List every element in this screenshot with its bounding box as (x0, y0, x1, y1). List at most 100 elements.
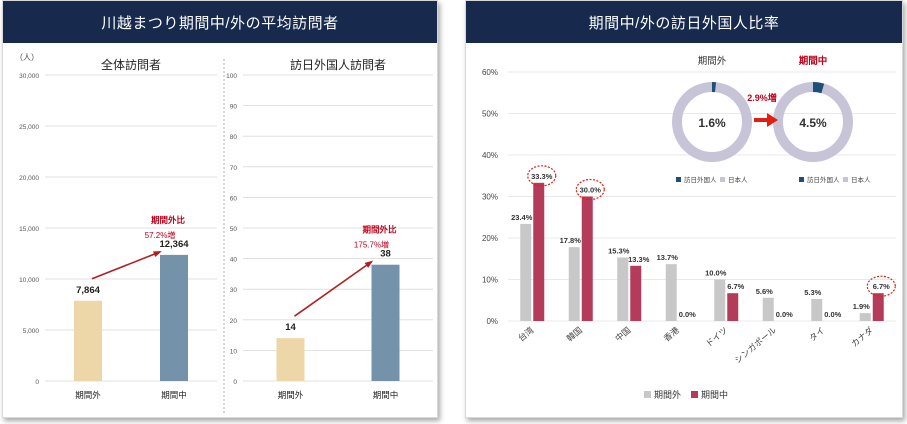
panel-title: 期間中/外の訪日外国人比率 (466, 1, 902, 43)
y-tick-label: 100 (226, 73, 237, 80)
panel-title: 川越まつり期間中/外の平均訪問者 (3, 1, 437, 43)
y-tick-label: 80 (230, 134, 238, 141)
x-tick-label: シンガポール (733, 325, 779, 366)
increase-annotation-label: 期間外比 (362, 225, 397, 235)
bar (872, 293, 884, 321)
bar-value-label: 0.0% (824, 310, 841, 319)
y-tick-label: 60 (230, 195, 238, 202)
donut-segment (812, 82, 825, 94)
bar (520, 223, 532, 321)
x-tick-label: 中国 (613, 325, 632, 344)
bar-value-label: 14 (285, 322, 296, 333)
average-visitors-panel: 川越まつり期間中/外の平均訪問者 （人） 全体訪問者 0 5,000 10,000 15,… (2, 0, 438, 418)
bar (371, 264, 400, 381)
x-tick-label: カナダ (849, 325, 875, 349)
y-tick-label: 40 (230, 257, 238, 264)
donut-arrow-head (767, 113, 778, 127)
bar (74, 300, 102, 381)
bar-value-label: 13.3% (628, 255, 650, 264)
chart-title: 全体訪問者 (101, 57, 161, 72)
bar (859, 313, 871, 321)
bar-value-label: 12,364 (159, 239, 189, 250)
foreign-visitor-ratio-panel: 期間中/外の訪日外国人比率 0% 10% 20% 30% 40% 50% 60% 23.4% 3… (465, 0, 903, 418)
legend-swatch (644, 391, 651, 398)
y-tick-label: 0% (486, 317, 498, 326)
donut-legend-label: 訪日外国人 (684, 175, 717, 184)
y-tick-label: 25,000 (19, 124, 39, 131)
y-tick-label: 50 (230, 226, 238, 233)
bar-value-label: 33.3% (531, 172, 553, 181)
x-tick-label: 韓国 (565, 325, 584, 344)
donut-legend-label: 訪日外国人 (807, 175, 840, 184)
bar-value-label: 1.9% (853, 302, 870, 311)
y-axis-unit: （人） (15, 53, 39, 62)
bar-value-label: 5.6% (756, 287, 773, 296)
y-tick-label: 70 (230, 165, 238, 172)
bar (160, 254, 188, 381)
bar (276, 338, 305, 381)
y-tick-label: 60% (482, 68, 498, 77)
bar-value-label: 15.3% (608, 247, 630, 256)
donut-legend-swatch (843, 177, 848, 182)
donut-legend-swatch (720, 177, 725, 182)
y-tick-label: 0 (35, 379, 39, 386)
x-tick-label: ドイツ (704, 325, 730, 349)
donut-title: 期間中 (799, 55, 828, 67)
donut-title: 期間外 (698, 55, 727, 67)
bar-value-label: 38 (380, 249, 391, 260)
chart-title: 訪日外国人訪問者 (290, 57, 386, 72)
legend-swatch (691, 391, 698, 398)
y-tick-label: 10% (482, 276, 498, 285)
bar-value-label: 6.7% (873, 282, 890, 291)
y-tick-label: 20,000 (19, 175, 39, 182)
x-tick-label: 台湾 (516, 325, 536, 344)
donut-legend-label: 日本人 (728, 175, 748, 184)
y-tick-label: 50% (482, 110, 498, 119)
bar-value-label: 30.0% (580, 186, 602, 195)
y-tick-label: 5,000 (23, 328, 40, 335)
y-tick-label: 15,000 (19, 226, 39, 233)
bar-value-label: 0.0% (679, 310, 696, 319)
bar (727, 293, 739, 321)
bar (665, 264, 677, 321)
increase-arrow-head (364, 260, 374, 268)
bar-value-label: 7,864 (76, 285, 100, 296)
y-tick-label: 20% (482, 234, 498, 243)
increase-annotation-value: 57.2%増 (145, 230, 176, 240)
donut-center-value: 1.6% (698, 116, 726, 130)
x-tick-label: 期間外 (278, 390, 304, 400)
bar (533, 182, 545, 321)
bar (581, 196, 593, 321)
average-visitors-charts: （人） 全体訪問者 0 5,000 10,000 15,000 20,000 25,000 30… (15, 53, 433, 415)
donut-legend-swatch (799, 177, 804, 182)
highlight-circle (527, 165, 557, 187)
x-tick-label: 期間中 (373, 390, 399, 400)
y-tick-label: 30% (482, 193, 498, 202)
legend-label: 期間中 (701, 389, 728, 400)
increase-annotation-value: 175.7%増 (354, 240, 389, 250)
bar-value-label: 5.3% (804, 288, 821, 297)
legend-label: 期間外 (654, 389, 681, 400)
y-tick-label: 0 (233, 379, 237, 386)
increase-annotation-label: 期間外比 (151, 215, 186, 225)
increase-arrow-head (153, 251, 162, 258)
bar (811, 299, 823, 321)
bar (630, 265, 642, 321)
highlight-circle (575, 178, 605, 201)
bar-value-label: 23.4% (511, 213, 533, 222)
bar (762, 297, 774, 321)
bar (714, 279, 726, 321)
donut-center-value: 4.5% (799, 116, 827, 130)
foreign-ratio-chart: 0% 10% 20% 30% 40% 50% 60% 23.4% 33.3% 台湾 17.8% 30.… (482, 55, 896, 400)
y-tick-label: 20 (230, 318, 238, 325)
y-tick-label: 10 (230, 348, 238, 355)
bar-value-label: 0.0% (776, 310, 793, 319)
x-tick-label: 期間外 (75, 390, 101, 400)
x-tick-label: 期間中 (161, 390, 187, 400)
highlight-circle (866, 275, 896, 297)
bar (617, 257, 629, 321)
x-tick-label: タイ (807, 325, 826, 344)
donut-change-label: 2.9%増 (747, 92, 777, 103)
y-tick-label: 30 (230, 287, 238, 294)
y-tick-label: 30,000 (19, 73, 39, 80)
